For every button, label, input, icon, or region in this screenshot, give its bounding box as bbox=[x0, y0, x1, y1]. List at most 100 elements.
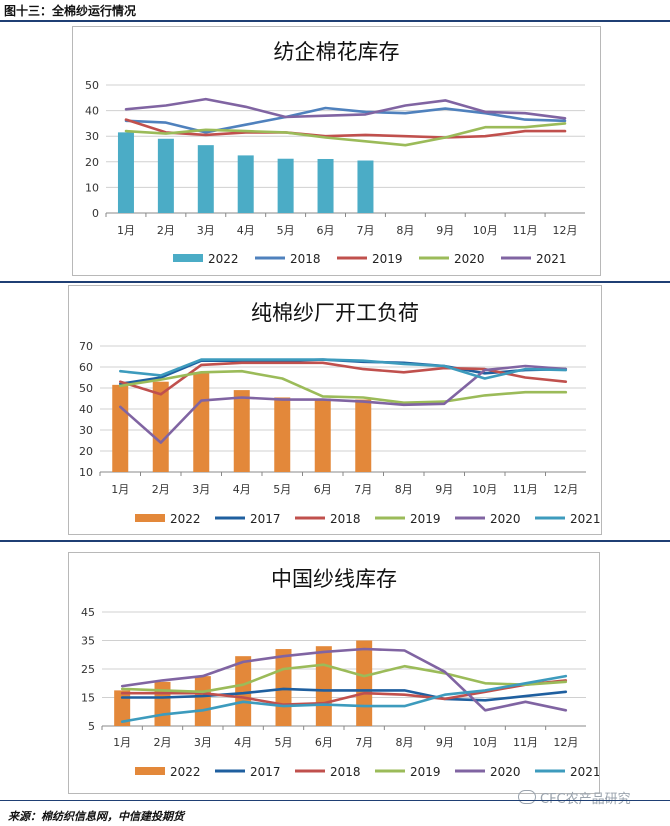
bar-2022 bbox=[277, 158, 294, 213]
y-tick-label: 5 bbox=[88, 720, 95, 733]
y-tick-label: 30 bbox=[79, 424, 93, 437]
bar-2022 bbox=[237, 155, 254, 213]
x-tick-label: 11月 bbox=[513, 224, 538, 237]
bar-2022 bbox=[315, 646, 332, 726]
top-rule bbox=[0, 20, 670, 22]
y-tick-label: 40 bbox=[79, 403, 93, 416]
y-tick-label: 30 bbox=[85, 130, 99, 143]
bar-2022 bbox=[197, 145, 214, 213]
legend-label-2018: 2018 bbox=[290, 252, 321, 266]
y-tick-label: 0 bbox=[92, 207, 99, 220]
chart-title: 中国纱线库存 bbox=[271, 567, 397, 591]
x-tick-label: 1月 bbox=[117, 224, 135, 237]
x-tick-label: 1月 bbox=[111, 483, 129, 496]
legend-label-2022: 2022 bbox=[208, 252, 239, 266]
bar-2022 bbox=[356, 640, 373, 726]
wechat-icon bbox=[518, 790, 536, 804]
legend-label-2017: 2017 bbox=[250, 512, 281, 526]
y-tick-label: 10 bbox=[85, 181, 99, 194]
bar-2022 bbox=[317, 158, 334, 213]
series-line-2020 bbox=[124, 122, 567, 147]
x-tick-label: 8月 bbox=[396, 736, 414, 749]
legend-label-2018: 2018 bbox=[330, 765, 361, 779]
y-tick-label: 20 bbox=[79, 445, 93, 458]
bar-2022 bbox=[194, 676, 211, 726]
y-tick-label: 15 bbox=[81, 692, 95, 705]
x-tick-label: 9月 bbox=[435, 483, 453, 496]
x-tick-label: 2月 bbox=[152, 483, 170, 496]
chart-cotton-inventory: 纺企棉花库存 0 10 20 30 40 50 1月 2月 3月 4月 5月 6月 7月 8月 9月 10月 11… bbox=[85, 40, 585, 266]
x-tick-label: 7月 bbox=[354, 483, 372, 496]
x-tick-label: 4月 bbox=[233, 483, 251, 496]
series-line-2020 bbox=[120, 647, 568, 712]
series-line-2017 bbox=[120, 687, 568, 702]
x-tick-label: 11月 bbox=[513, 736, 538, 749]
x-tick-label: 9月 bbox=[436, 224, 454, 237]
x-tick-label: 5月 bbox=[273, 483, 291, 496]
y-tick-label: 20 bbox=[85, 156, 99, 169]
x-tick-label: 4月 bbox=[234, 736, 252, 749]
x-tick-label: 1月 bbox=[113, 736, 131, 749]
x-tick-label: 12月 bbox=[553, 483, 578, 496]
series-line-2019 bbox=[124, 118, 567, 139]
legend-label-2019: 2019 bbox=[410, 765, 441, 779]
y-tick-label: 40 bbox=[85, 105, 99, 118]
legend-label-2021: 2021 bbox=[536, 252, 567, 266]
x-tick-label: 9月 bbox=[436, 736, 454, 749]
legend-swatch-2022 bbox=[135, 767, 165, 775]
x-tick-label: 12月 bbox=[553, 224, 578, 237]
x-tick-label: 4月 bbox=[237, 224, 255, 237]
y-tick-label: 60 bbox=[79, 361, 93, 374]
legend-label-2017: 2017 bbox=[250, 765, 281, 779]
bar-2022 bbox=[114, 690, 131, 726]
series-line-2021 bbox=[120, 674, 568, 723]
x-tick-label: 2月 bbox=[157, 224, 175, 237]
y-tick-label: 10 bbox=[79, 466, 93, 479]
x-tick-label: 10月 bbox=[472, 483, 497, 496]
figure-title: 图十三：全棉纱运行情况 bbox=[4, 4, 137, 18]
chart-panel-cotton-inventory: 纺企棉花库存 0 10 20 30 40 50 1月 2月 3月 4月 5月 6月 7月 8月 9月 10月 11… bbox=[72, 26, 601, 276]
bar-2022 bbox=[117, 132, 134, 213]
source-note: 来源：棉纺织信息网，中信建投期货 bbox=[8, 810, 184, 823]
y-tick-label: 50 bbox=[79, 382, 93, 395]
x-tick-label: 6月 bbox=[314, 483, 332, 496]
bar-2022 bbox=[112, 384, 129, 472]
legend-label-2021: 2021 bbox=[570, 512, 601, 526]
bar-2022 bbox=[314, 398, 331, 472]
x-tick-label: 10月 bbox=[473, 224, 498, 237]
y-tick-label: 25 bbox=[81, 663, 95, 676]
bar-2022 bbox=[235, 656, 252, 726]
series-line-2020 bbox=[118, 364, 568, 444]
legend-label-2019: 2019 bbox=[372, 252, 403, 266]
chart-title: 纯棉纱厂开工负荷 bbox=[251, 301, 419, 325]
legend-label-2021: 2021 bbox=[570, 765, 599, 779]
x-tick-label: 3月 bbox=[197, 224, 215, 237]
x-tick-label: 11月 bbox=[513, 483, 538, 496]
bar-2022 bbox=[152, 381, 169, 472]
bottom-rule bbox=[0, 800, 670, 801]
bar-2022 bbox=[233, 390, 250, 472]
chart-panel-yarn-inventory: 中国纱线库存 5 15 25 35 45 1月 2月 3月 4月 5月 6月 7月 8月 9月 10月 11月 1… bbox=[68, 552, 600, 794]
series-line-2019 bbox=[118, 369, 568, 404]
legend-swatch-2022 bbox=[173, 254, 203, 262]
x-tick-label: 2月 bbox=[154, 736, 172, 749]
bar-2022 bbox=[275, 649, 292, 726]
bar-2022 bbox=[274, 397, 291, 472]
legend-label-2018: 2018 bbox=[330, 512, 361, 526]
x-tick-label: 12月 bbox=[553, 736, 578, 749]
y-tick-label: 45 bbox=[81, 606, 95, 619]
x-tick-label: 5月 bbox=[275, 736, 293, 749]
legend-label-2020: 2020 bbox=[490, 512, 521, 526]
series-line-2018 bbox=[120, 679, 568, 706]
y-tick-label: 35 bbox=[81, 635, 95, 648]
bar-2022 bbox=[157, 138, 174, 213]
x-tick-label: 7月 bbox=[356, 224, 374, 237]
chart-panel-yarn-operating-rate: 纯棉纱厂开工负荷 10 20 30 40 50 60 70 1月 2月 3月 4月 5月 6月 7月 8月 9月… bbox=[68, 285, 602, 535]
legend-label-2022: 2022 bbox=[170, 765, 201, 779]
chart-yarn-operating-rate: 纯棉纱厂开工负荷 10 20 30 40 50 60 70 1月 2月 3月 4月 5月 6月 7月 8月 9月… bbox=[79, 301, 601, 526]
x-tick-label: 7月 bbox=[355, 736, 373, 749]
watermark-text: CFC农产品研究 bbox=[540, 792, 631, 807]
x-tick-label: 6月 bbox=[315, 736, 333, 749]
bar-2022 bbox=[154, 681, 171, 726]
x-tick-label: 6月 bbox=[317, 224, 335, 237]
